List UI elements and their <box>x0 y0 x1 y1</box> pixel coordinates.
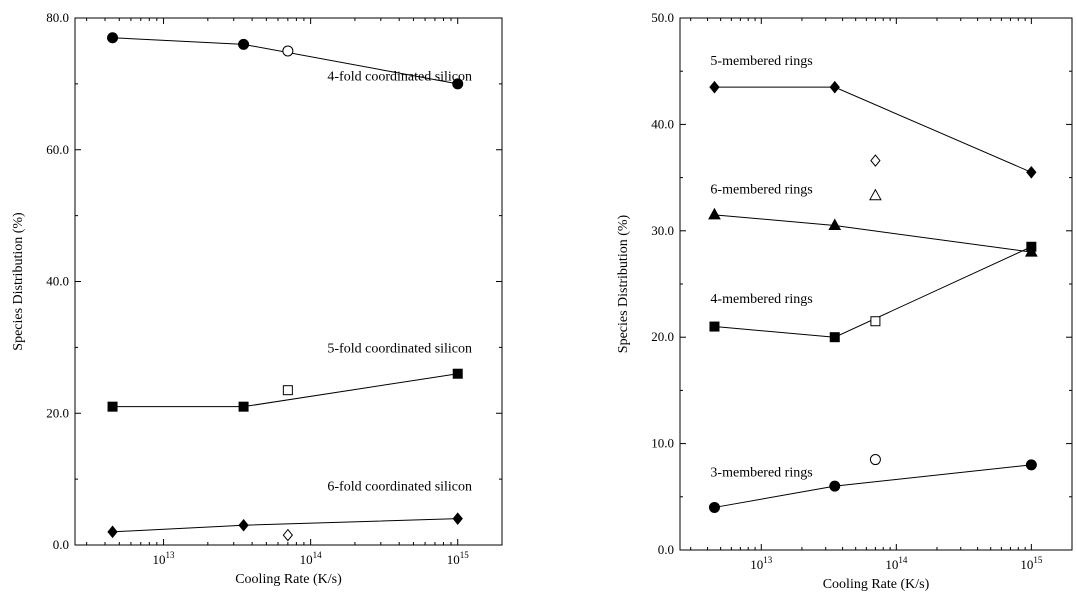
series-annotation: 4-fold coordinated silicon <box>327 70 472 85</box>
data-point <box>282 385 293 396</box>
chart-panel-2: 0.0 10.0 20.0 30.0 40.0 50.0 1013 1014 1015 Cooli… <box>616 10 1073 592</box>
data-point <box>1026 165 1037 179</box>
series-6 <box>282 528 294 542</box>
data-point <box>1026 241 1037 252</box>
data-point <box>708 501 720 513</box>
chart-panel-1: 0.0 20.0 40.0 60.0 80.0 1013 1014 1015 Cooling R… <box>11 10 503 587</box>
y-tick-label: 20.0 <box>651 329 674 344</box>
y-tick-label: 60.0 <box>46 142 69 157</box>
data-point <box>708 207 721 220</box>
x-tick-label: 1013 <box>153 550 176 567</box>
series-annotation: 3-membered rings <box>710 466 812 481</box>
data-point <box>869 188 882 201</box>
series-4 <box>282 385 293 396</box>
x-axis-title: Cooling Rate (K/s) <box>823 577 930 592</box>
data-point <box>282 528 294 542</box>
data-point <box>452 368 463 379</box>
data-point <box>452 78 464 90</box>
x-tick-label: 1014 <box>885 555 908 572</box>
series-5 <box>709 241 1037 343</box>
data-point <box>709 80 720 94</box>
x-axis-title: Cooling Rate (K/s) <box>235 572 342 587</box>
y-tick-label: 0.0 <box>658 542 674 557</box>
series-annotation: 5-fold coordinated silicon <box>327 342 472 357</box>
data-point <box>1025 459 1037 471</box>
data-point <box>829 80 840 94</box>
data-point <box>829 480 841 492</box>
data-point <box>282 45 294 57</box>
y-tick-label: 0.0 <box>53 537 69 552</box>
x-tick-label: 1015 <box>447 550 470 567</box>
series-2 <box>870 154 881 167</box>
x-tick-label: 1015 <box>1020 555 1043 572</box>
data-point <box>829 332 840 343</box>
data-point <box>107 32 119 44</box>
series-4 <box>869 188 882 201</box>
series-annotation: 5-membered rings <box>710 54 812 69</box>
data-point <box>870 316 881 327</box>
y-tick-label: 20.0 <box>46 405 69 420</box>
y-tick-label: 30.0 <box>651 223 674 238</box>
y-tick-label: 50.0 <box>651 10 674 25</box>
data-point <box>107 525 118 539</box>
series-8 <box>869 454 881 466</box>
x-tick-label: 1013 <box>750 555 773 572</box>
data-point <box>869 454 881 466</box>
series-7 <box>708 459 1037 513</box>
y-axis-title: Species Distribution (%) <box>616 214 631 353</box>
data-point <box>870 154 881 167</box>
series-5 <box>107 512 463 539</box>
series-annotation: 6-membered rings <box>710 183 812 198</box>
y-tick-label: 40.0 <box>651 116 674 131</box>
series-annotation: 4-membered rings <box>710 292 812 307</box>
series-3 <box>708 207 1038 257</box>
data-point <box>107 401 118 412</box>
series-3 <box>107 368 463 412</box>
data-point <box>709 321 720 332</box>
series-line <box>714 214 1032 253</box>
series-1 <box>709 80 1037 179</box>
series-1 <box>107 32 464 90</box>
y-axis-title: Species Distribution (%) <box>11 212 26 351</box>
series-2 <box>282 45 294 57</box>
data-point <box>828 218 842 230</box>
y-tick-label: 40.0 <box>46 274 69 289</box>
series-annotation: 6-fold coordinated silicon <box>327 479 472 494</box>
y-tick-label: 80.0 <box>46 10 69 25</box>
x-tick-label: 1014 <box>300 550 323 567</box>
plot-frame <box>74 17 503 546</box>
y-tick-label: 10.0 <box>651 436 674 451</box>
series-line <box>112 518 458 533</box>
data-point <box>238 401 249 412</box>
data-point <box>238 38 250 50</box>
data-point <box>452 512 463 525</box>
series-6 <box>870 316 881 327</box>
data-point <box>238 518 249 532</box>
